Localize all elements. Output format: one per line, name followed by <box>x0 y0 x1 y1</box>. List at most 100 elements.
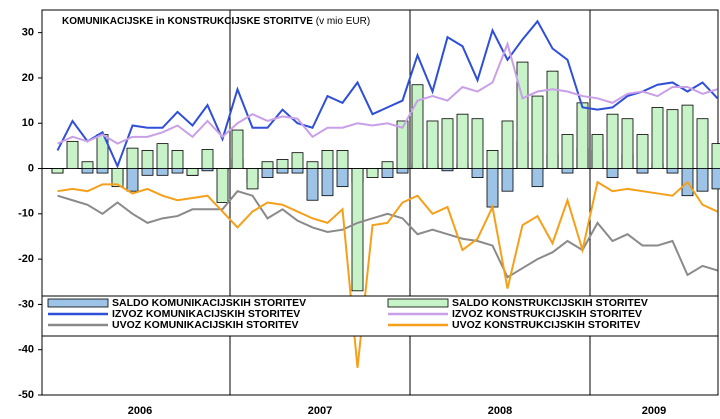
bar <box>366 168 379 178</box>
y-tick-label: 20 <box>22 72 34 84</box>
bar <box>636 134 649 169</box>
bar <box>291 152 304 169</box>
bar <box>306 161 319 169</box>
bar <box>621 118 634 169</box>
bar <box>426 120 439 169</box>
bar <box>336 168 349 188</box>
y-tick-label: 10 <box>22 117 34 129</box>
bar <box>411 84 424 169</box>
line <box>57 180 718 368</box>
bar <box>96 168 109 174</box>
bar <box>351 168 364 292</box>
chart-title: KOMUNIKACIJSKE in KONSTRUKCIJSKE STORITV… <box>62 16 370 27</box>
legend-box <box>41 295 719 337</box>
bar <box>591 134 604 169</box>
bar <box>456 113 469 169</box>
bar <box>516 61 529 169</box>
bar <box>441 118 454 169</box>
bar <box>246 168 259 190</box>
bar <box>141 168 154 176</box>
bar <box>321 168 334 197</box>
bar <box>381 168 394 178</box>
bar <box>231 129 244 169</box>
bar <box>501 168 514 192</box>
bar <box>531 95 544 169</box>
bar <box>681 104 694 169</box>
bar <box>486 168 499 208</box>
y-tick-label: -30 <box>18 298 34 310</box>
bar <box>711 143 720 169</box>
subtitle: (v mio EUR) <box>316 16 370 27</box>
bar <box>156 168 169 176</box>
x-tick-label: 2007 <box>308 405 332 417</box>
y-tick-label: -40 <box>18 344 34 356</box>
bar <box>531 168 544 188</box>
bar <box>126 147 139 169</box>
bar <box>696 168 709 192</box>
x-tick-label: 2006 <box>128 405 152 417</box>
legend-label: UVOZ KOMUNIKACIJSKIH STORITEV <box>112 319 299 331</box>
bar <box>546 70 559 169</box>
bar <box>171 150 184 169</box>
y-tick-label: -50 <box>18 389 34 401</box>
line <box>56 19 719 169</box>
legend-label: UVOZ KONSTRUKCIJSKIH STORITEV <box>452 319 640 331</box>
bar <box>276 159 289 169</box>
bar <box>156 143 169 169</box>
bar <box>306 168 319 201</box>
bar <box>201 149 214 169</box>
legend-label: IZVOZ KOMUNIKACIJSKIH STORITEV <box>112 308 300 320</box>
legend-label: IZVOZ KONSTRUKCIJSKIH STORITEV <box>452 308 642 320</box>
bar <box>501 120 514 169</box>
bar <box>471 118 484 169</box>
y-tick-label: 30 <box>22 27 34 39</box>
bar <box>276 168 289 174</box>
bar <box>81 161 94 169</box>
bar <box>216 168 229 203</box>
legend-label: SALDO KONSTRUKCIJSKIH STORITEV <box>452 297 648 309</box>
legend-swatch <box>47 298 109 308</box>
bar <box>711 168 720 190</box>
bar <box>666 168 679 174</box>
bar <box>606 168 619 178</box>
bar <box>261 168 274 178</box>
bar <box>696 118 709 169</box>
line <box>57 40 718 145</box>
bar <box>291 168 304 174</box>
bar <box>666 109 679 169</box>
bar <box>396 120 409 169</box>
legend-label: SALDO KOMUNIKACIJSKIH STORITEV <box>112 297 306 309</box>
y-tick-label: -20 <box>18 253 34 265</box>
bar <box>126 168 139 192</box>
bar <box>561 168 574 174</box>
bar <box>651 106 664 169</box>
line <box>57 190 718 279</box>
x-tick-label: 2008 <box>488 405 512 417</box>
y-tick-label: -10 <box>18 208 34 220</box>
bar <box>261 161 274 169</box>
bar <box>321 150 334 169</box>
bar <box>51 168 64 174</box>
bar <box>606 113 619 169</box>
bar <box>576 102 589 169</box>
y-tick-label: 0 <box>28 162 34 174</box>
bar <box>141 150 154 169</box>
bar <box>171 168 184 174</box>
bar <box>381 161 394 169</box>
legend: SALDO KOMUNIKACIJSKIH STORITEV SALDO KONS… <box>41 295 719 337</box>
bar <box>336 150 349 169</box>
bar <box>636 168 649 174</box>
bar <box>66 140 79 169</box>
bar <box>471 168 484 178</box>
title: KOMUNIKACIJSKE in KONSTRUKCIJSKE STORITV… <box>62 16 313 27</box>
bar <box>81 168 94 174</box>
bar <box>561 134 574 169</box>
bar <box>186 168 199 176</box>
bar <box>486 150 499 169</box>
legend-swatch <box>387 298 449 308</box>
marks <box>42 10 720 395</box>
plot-area <box>41 9 719 396</box>
x-tick-label: 2009 <box>642 405 666 417</box>
bar <box>396 168 409 174</box>
